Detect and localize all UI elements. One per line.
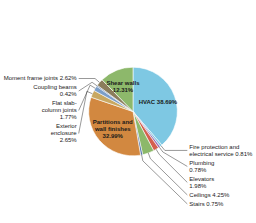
annotation: Exteriorenclosure2.65% (51, 123, 78, 143)
slices (89, 67, 178, 156)
chart: HVAC 38.69% Fire protection andelectrical… (0, 0, 256, 223)
annotation: Stairs 0.75% (189, 201, 224, 207)
annotation: Moment frame joints 2.62% (4, 75, 78, 81)
leader-line (161, 146, 187, 151)
leader-lines (79, 79, 188, 204)
annotation: Fire protection andelectrical service 0.… (189, 144, 253, 157)
leader-line (156, 149, 187, 182)
slice-label: Partitions andwall finishes32.99% (93, 119, 133, 139)
leader-line (148, 153, 187, 195)
leader-line (142, 155, 188, 204)
annotation: Elevators1.98% (189, 176, 214, 189)
slice-label: HVAC 38.69% (139, 99, 178, 105)
leader-line (79, 91, 93, 133)
annotation: Flat slab-column joints1.77% (42, 100, 78, 120)
slice (102, 67, 133, 111)
leader-line (79, 79, 100, 83)
labels: HVAC 38.69% Fire protection andelectrical… (4, 75, 253, 206)
annotation: Ceilings 4.25% (189, 192, 230, 198)
leader-line (159, 147, 187, 166)
leader-line (79, 85, 96, 110)
annotation: Coupling beams0.42% (33, 84, 77, 97)
slice-label: Shear walls12.31% (106, 80, 140, 93)
leader-line (79, 82, 97, 91)
annotation: Plumbing0.78% (189, 160, 214, 173)
